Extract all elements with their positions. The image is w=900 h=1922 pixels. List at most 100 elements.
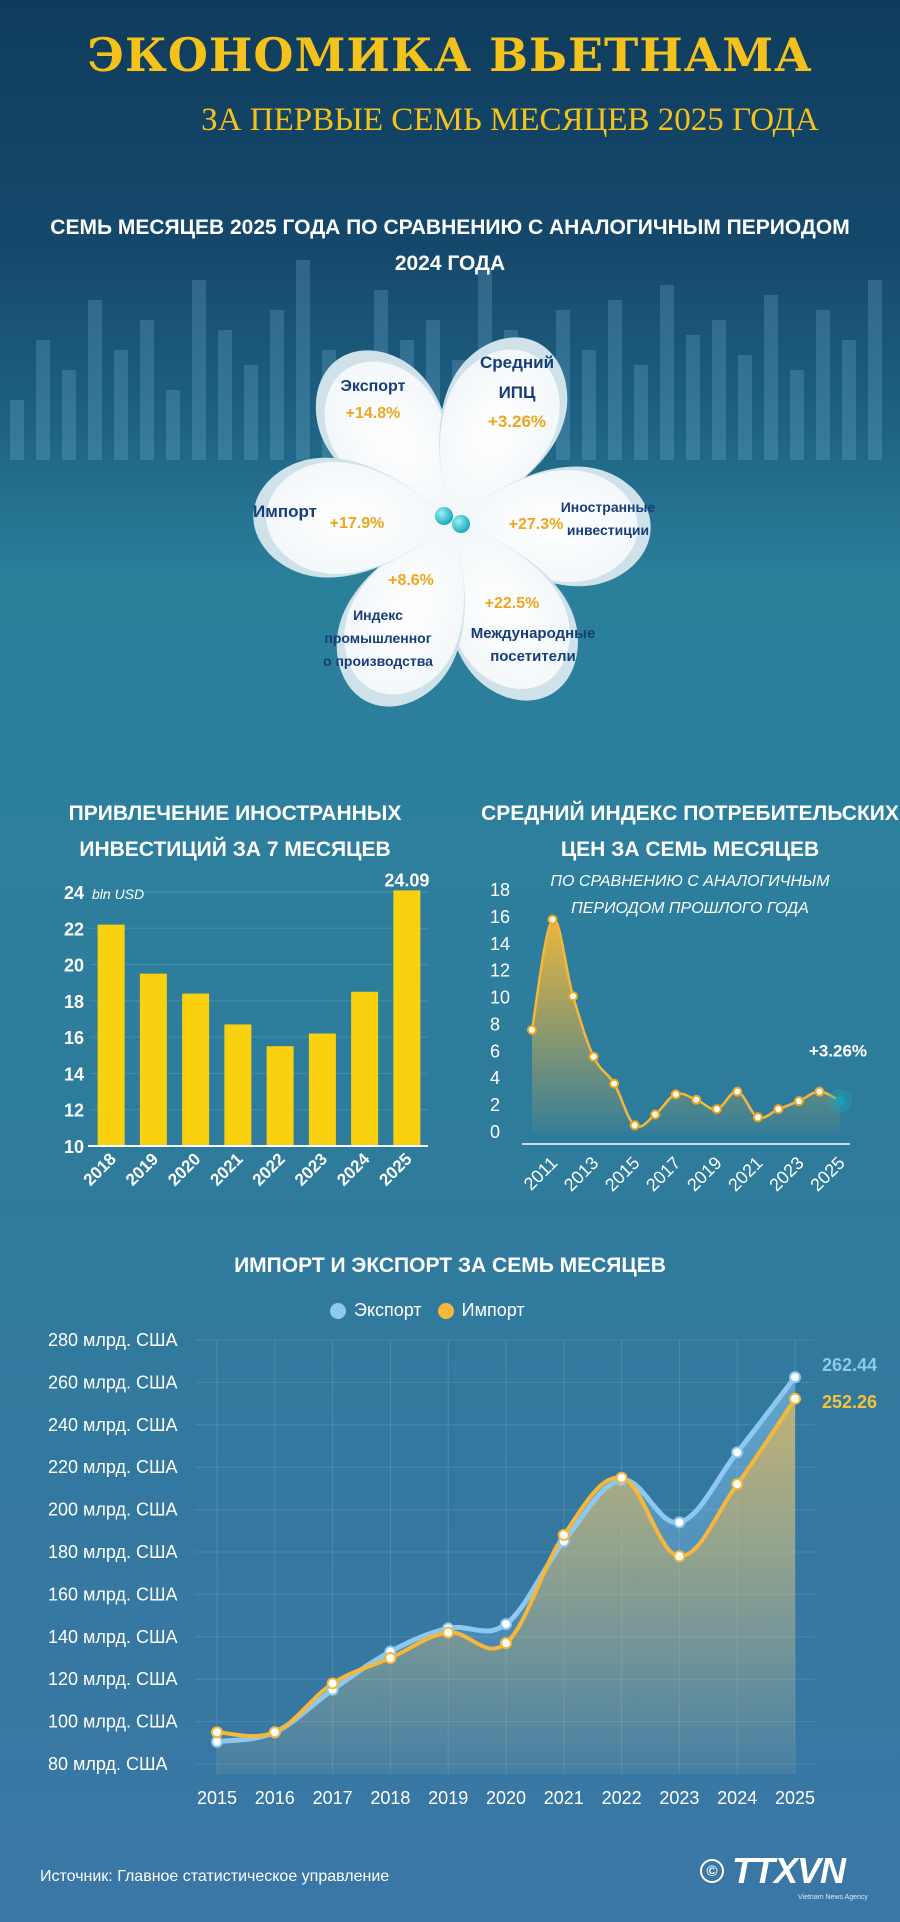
bg-bar	[140, 320, 154, 460]
y-tick-label: 12	[64, 1101, 84, 1121]
cpi-subtitle-line2: ПЕРИОДОМ ПРОШЛОГО ГОДА	[571, 900, 809, 917]
import-point	[268, 1726, 281, 1739]
import-end-label: 252.26	[822, 1392, 877, 1412]
petal-industry	[336, 522, 465, 707]
y-tick-label: 14	[64, 1064, 84, 1084]
cpi-point	[691, 1094, 702, 1105]
y-tick-label: 120 млрд. США	[48, 1669, 178, 1689]
petal-import-value: +17.9%	[329, 515, 385, 532]
cpi-title-line2: ЦЕН ЗА СЕМЬ МЕСЯЦЕВ	[560, 838, 820, 861]
cpi-chart-subtitle: ПО СРАВНЕНИЮ С АНАЛОГИЧНЫМ ПЕРИОДОМ ПРОШ…	[520, 868, 860, 922]
summary-heading: СЕМЬ МЕСЯЦЕВ 2025 ГОДА ПО СРАВНЕНИЮ С АН…	[30, 210, 870, 282]
y-tick-label: 2	[490, 1095, 500, 1115]
y-tick-label: 80 млрд. США	[48, 1754, 168, 1774]
bg-bar	[88, 300, 102, 460]
cpi-point	[814, 1086, 825, 1097]
x-tick-label: 2022	[602, 1788, 642, 1808]
bar	[224, 1024, 252, 1146]
logo-subtext: Vietnam News Agency	[798, 1894, 868, 1901]
x-tick-label: 2017	[313, 1788, 353, 1808]
bg-bar	[62, 370, 76, 460]
cpi-annotation: +3.26%	[809, 1042, 867, 1061]
y-tick-label: 100 млрд. США	[48, 1712, 178, 1732]
bg-bar	[296, 260, 310, 460]
export-line	[216, 1375, 797, 1745]
bg-bar	[10, 400, 24, 460]
export-point	[789, 1371, 801, 1384]
import-point	[557, 1529, 570, 1542]
export-point	[211, 1735, 223, 1748]
bar	[266, 1046, 294, 1146]
cpi-point	[609, 1078, 620, 1089]
petal-industry-name2: промышленног	[324, 630, 432, 646]
import-point	[384, 1652, 397, 1664]
import-area	[217, 1398, 795, 1774]
bg-bar	[166, 390, 180, 460]
y-tick-label: 180 млрд. США	[48, 1542, 178, 1562]
y-tick-label: 8	[490, 1014, 500, 1034]
cpi-point	[527, 1024, 537, 1035]
cpi-area	[532, 919, 840, 1132]
petal-visitors-name2: посетители	[490, 648, 576, 665]
ttxvn-logo: © TTXVN Vietnam News Agency	[700, 1850, 868, 1901]
y-tick-label: 6	[490, 1041, 500, 1061]
logo-text: TTXVN	[732, 1850, 846, 1891]
y-tick-label: 24	[64, 883, 84, 903]
bg-bar	[816, 310, 830, 460]
petal-import	[253, 457, 452, 578]
flower-center-right	[452, 515, 470, 533]
petal-cpi-name2: ИПЦ	[498, 383, 536, 402]
export-point	[500, 1618, 512, 1631]
x-tick-label: 2020	[486, 1788, 526, 1808]
trade-chart-title: ИМПОРТ И ЭКСПОРТ ЗА СЕМЬ МЕСЯЦЕВ	[234, 1254, 666, 1277]
y-tick-label: 280 млрд. США	[48, 1330, 178, 1350]
x-tick-label: 2011	[520, 1153, 562, 1195]
y-tick-label: 18	[490, 880, 510, 900]
import-point	[500, 1637, 512, 1650]
cpi-title-line1: СРЕДНИЙ ИНДЕКС ПОТРЕБИТЕЛЬСКИХ	[481, 802, 899, 825]
x-tick-label: 2020	[164, 1149, 204, 1189]
x-tick-label: 2016	[255, 1788, 295, 1808]
bar	[351, 991, 379, 1146]
x-tick-label: 2019	[428, 1788, 468, 1808]
cpi-point	[752, 1112, 763, 1123]
cpi-chart-title: СРЕДНИЙ ИНДЕКС ПОТРЕБИТЕЛЬСКИХ ЦЕН ЗА СЕ…	[480, 796, 900, 868]
bar	[139, 973, 167, 1146]
y-tick-label: 140 млрд. США	[48, 1627, 178, 1647]
petal-investment-name1: Иностранные	[560, 499, 656, 515]
bg-bar	[790, 370, 804, 460]
x-tick-label: 2025	[806, 1153, 848, 1195]
x-tick-label: 2021	[724, 1153, 766, 1195]
legend-import-swatch	[437, 1303, 454, 1320]
bg-bar	[36, 340, 50, 460]
cpi-point	[547, 914, 558, 925]
bg-bar	[608, 300, 622, 460]
legend-import: Импорт	[437, 1300, 525, 1321]
summary-heading-line2: 2024 ГОДА	[394, 252, 506, 275]
bg-bar	[244, 365, 258, 460]
cpi-point	[629, 1120, 640, 1131]
x-tick-label: 2023	[291, 1149, 331, 1189]
petal-export-value: +14.8%	[345, 405, 401, 422]
cpi-point	[835, 1096, 845, 1107]
y-tick-label: 200 млрд. США	[48, 1500, 178, 1520]
cpi-point	[793, 1096, 804, 1107]
petal-visitors-name1: Международные	[470, 625, 596, 642]
main-title: ЭКОНОМИКА ВЬЕТНАМА	[87, 28, 813, 82]
cpi-point	[773, 1104, 784, 1115]
cpi-point	[670, 1089, 681, 1100]
x-tick-label: 2022	[249, 1149, 289, 1189]
x-tick-label: 2019	[122, 1149, 162, 1189]
bar	[308, 1033, 336, 1146]
x-tick-label: 2024	[333, 1149, 374, 1190]
x-tick-label: 2024	[717, 1788, 757, 1808]
bg-bar	[634, 365, 648, 460]
petal-investment-text: Иностранные инвестиции	[558, 496, 658, 542]
y-tick-label: 12	[490, 961, 510, 981]
y-tick-label: 4	[490, 1068, 500, 1088]
import-point	[211, 1726, 223, 1739]
import-point	[442, 1626, 455, 1639]
y-tick-label: 10	[64, 1137, 84, 1157]
petal-industry-name1: Индекс	[353, 607, 403, 623]
